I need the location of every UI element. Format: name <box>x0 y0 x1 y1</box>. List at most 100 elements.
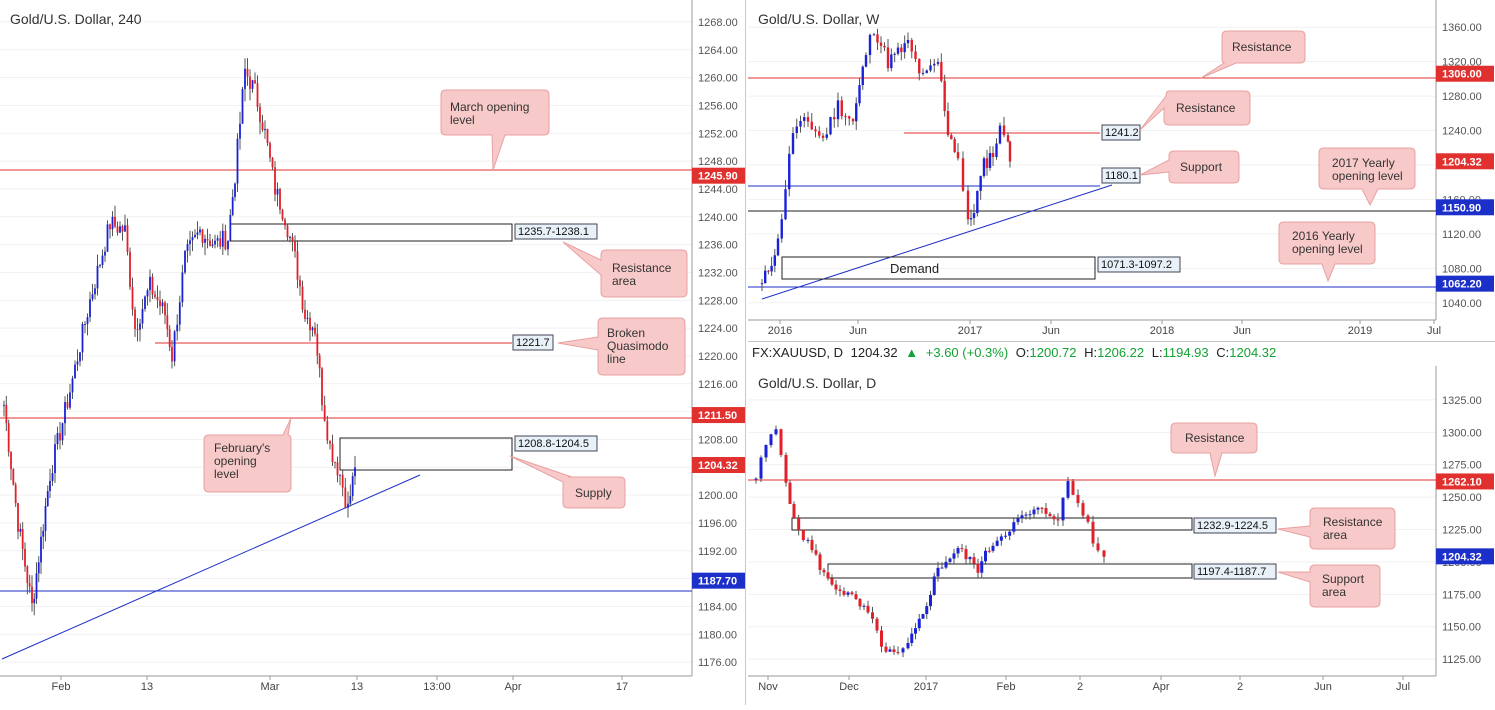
candle-up <box>189 240 191 245</box>
y-tick-label: 1268.00 <box>698 17 738 29</box>
price-label: 1150.90 <box>1442 202 1481 214</box>
candle-down <box>818 131 821 136</box>
candle-up <box>61 423 64 441</box>
candle-up <box>181 272 184 303</box>
callout-support: Support <box>1139 150 1240 184</box>
candle-down <box>833 117 836 120</box>
candle-down <box>28 583 31 587</box>
trendline <box>1 474 421 660</box>
change-value: +3.60 (+0.3%) <box>925 345 1009 360</box>
candle-up <box>204 238 206 243</box>
candle-up <box>921 72 925 74</box>
candle-down <box>1008 141 1012 162</box>
candles-daily <box>754 425 1106 658</box>
candle-down <box>224 230 227 250</box>
candle-up <box>91 294 94 300</box>
candle-down <box>329 440 331 444</box>
chart-daily-canvas[interactable]: 1325.001300.001275.001250.001225.001200.… <box>748 366 1495 705</box>
candle-down <box>840 100 843 117</box>
candle-down <box>129 251 131 287</box>
candle-down <box>844 116 847 118</box>
candle-up <box>780 219 783 239</box>
candle-up <box>19 528 22 532</box>
y-tick-label: 1040.00 <box>1442 298 1482 310</box>
y-tick-label: 1150.00 <box>1442 622 1481 634</box>
candle-down <box>900 47 903 53</box>
candle-up <box>44 505 47 531</box>
candle-down <box>314 327 316 334</box>
x-tick-label: Dec <box>839 681 859 693</box>
candle-up <box>227 240 229 250</box>
candle-down <box>344 487 347 508</box>
candle-up <box>234 183 236 198</box>
candle-up <box>995 143 998 158</box>
candle-up <box>864 55 868 67</box>
callout-y2017-text: 2017 Yearly opening level <box>1332 156 1403 183</box>
candle-down <box>5 404 8 424</box>
candle-down <box>956 152 960 159</box>
candle-up <box>49 480 51 492</box>
chart-title-daily: Gold/U.S. Dollar, D <box>758 375 876 391</box>
candle-down <box>1056 519 1060 521</box>
zone-tag-1197: 1197.4-1187.7 <box>1197 566 1266 578</box>
callout-resistance-daily: Resistance <box>1170 422 1258 478</box>
chart-daily[interactable]: 1325.001300.001275.001250.001225.001200.… <box>748 366 1495 705</box>
candle-up <box>770 265 773 272</box>
candle-down <box>164 302 166 316</box>
candle-down <box>154 294 156 297</box>
open-value: 1200.72 <box>1029 345 1077 360</box>
callout-supply: Supply <box>509 455 626 509</box>
candle-up <box>972 213 976 219</box>
close-value: 1204.32 <box>1229 345 1277 360</box>
price-label-bg <box>692 407 750 424</box>
chart-240[interactable]: 1268.00 1264.00 1260.00 1256.00 1252.00 1248.… <box>0 0 750 705</box>
qm-tag: 1221.7 <box>516 337 550 349</box>
chart-240-canvas[interactable]: 1268.00 1264.00 1260.00 1256.00 1252.00 1248.… <box>0 0 750 705</box>
candle-up <box>69 392 71 408</box>
y-tick-label: 1244.00 <box>698 184 738 196</box>
candle-up <box>929 65 932 71</box>
candle-up <box>1061 497 1065 521</box>
x-tick-label: 2016 <box>768 325 792 337</box>
candle-up <box>929 594 932 607</box>
symbol-label[interactable]: FX:XAUUSD, D <box>752 345 844 360</box>
high-value: 1206.22 <box>1097 345 1145 360</box>
y-tick-label: 1228.00 <box>698 295 738 307</box>
y-tick-label: 1180.00 <box>698 629 737 641</box>
candle-up <box>933 63 936 66</box>
candle-down <box>1081 503 1085 516</box>
tag-1241: 1241.2 <box>1105 127 1139 139</box>
candle-down <box>814 129 817 132</box>
price-label: 1187.70 <box>698 576 737 588</box>
resistance-zone-box-daily <box>791 517 1193 531</box>
candle-down <box>850 592 854 595</box>
candle-down <box>1052 516 1056 520</box>
zone-tag-1232: 1232.9-1224.5 <box>1197 520 1268 532</box>
candle-down <box>341 474 344 488</box>
x-tick-label: 2017 <box>914 681 938 693</box>
callout-feb-text: February's opening level <box>214 441 270 481</box>
candle-down <box>159 300 161 307</box>
candle-up <box>906 643 910 649</box>
candle-down <box>953 139 956 153</box>
y-tick-label: 1184.00 <box>698 601 737 613</box>
candle-up <box>836 100 840 120</box>
x-tick-label: Jul <box>1427 325 1441 337</box>
candle-up <box>211 244 214 246</box>
candle-down <box>784 454 788 483</box>
candle-down <box>991 153 995 158</box>
resistance-zone-box <box>229 223 513 242</box>
candle-up <box>289 236 291 238</box>
chart-weekly[interactable]: 1360.001320.001280.001240.001200.001160.… <box>748 0 1495 340</box>
callout-res-area-text: Resistance area <box>612 261 672 288</box>
candle-up <box>914 628 917 634</box>
candle-up <box>354 467 356 477</box>
y-tick-label: 1325.00 <box>1442 395 1482 407</box>
candle-up <box>186 244 189 252</box>
candle-down <box>1086 515 1090 522</box>
chart-weekly-canvas[interactable]: 1360.001320.001280.001240.001200.001160.… <box>748 0 1495 340</box>
candle-down <box>274 167 276 195</box>
support-zone-box-daily <box>827 563 1193 579</box>
candle-down <box>209 240 211 246</box>
y-tick-label: 1360.00 <box>1442 22 1482 34</box>
